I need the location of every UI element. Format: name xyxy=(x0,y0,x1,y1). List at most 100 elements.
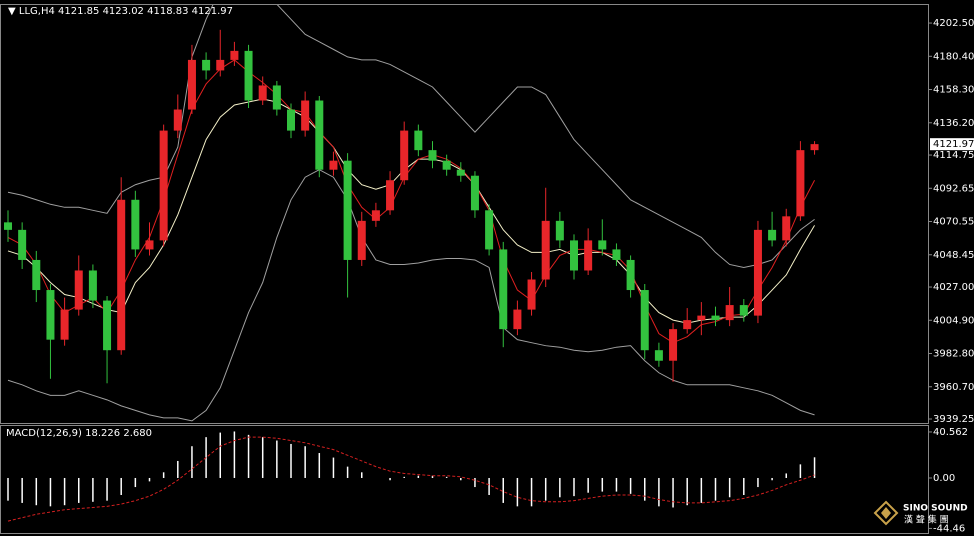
candle-body xyxy=(598,240,607,250)
candle-body xyxy=(428,150,437,161)
candle-body xyxy=(669,329,678,361)
chart-header: ▼ LLG,H4 4121.85 4123.02 4118.83 4121.97 xyxy=(8,6,233,17)
candle-body xyxy=(371,210,380,221)
candle-body xyxy=(697,315,706,321)
candle-body xyxy=(329,160,338,170)
candle-body xyxy=(541,220,550,280)
y-tick-label: 4180.40 xyxy=(933,51,974,62)
candle-body xyxy=(555,220,564,241)
candle-body xyxy=(244,50,253,101)
candle-body xyxy=(343,160,352,260)
y-tick-label: 4092.65 xyxy=(933,183,974,194)
candle-body xyxy=(315,100,324,170)
candle-body xyxy=(442,160,451,170)
candle-body xyxy=(202,59,211,71)
y-tick-label: 3960.70 xyxy=(933,382,974,393)
macd-panel xyxy=(0,425,929,534)
candle-body xyxy=(301,100,310,131)
candle-body xyxy=(258,85,267,101)
candle-body xyxy=(386,180,395,211)
candle-body xyxy=(103,300,112,351)
candle-body xyxy=(456,169,465,176)
candle-body xyxy=(499,249,508,330)
candle-body xyxy=(513,309,522,330)
candle-body xyxy=(145,240,154,250)
candle-body xyxy=(711,315,720,321)
header-value: 2.680 xyxy=(123,428,152,439)
candle-body xyxy=(159,130,168,241)
candle-body xyxy=(173,109,182,131)
candle-body xyxy=(470,175,479,211)
indicator-line xyxy=(7,59,815,344)
candle-body xyxy=(725,305,734,321)
candle-body xyxy=(117,199,126,351)
candle-body xyxy=(570,240,578,271)
header-value: 4123.02 xyxy=(103,6,144,17)
y-tick-label: 4114.75 xyxy=(933,150,974,161)
logo-icon xyxy=(873,500,899,526)
y-tick-label: 3939.25 xyxy=(933,414,974,425)
logo-icon xyxy=(881,507,891,519)
symbol: LLG,H4 xyxy=(19,6,55,17)
price-plot xyxy=(4,5,819,422)
indicator-line xyxy=(7,98,815,324)
candle-body xyxy=(768,229,777,241)
y-tick-label: 40.562 xyxy=(933,427,968,438)
candle-body xyxy=(640,290,649,351)
candle-body xyxy=(810,144,819,151)
candle-body xyxy=(216,59,225,71)
candle-body xyxy=(527,279,536,310)
candle-body xyxy=(753,229,762,316)
candle-body xyxy=(272,85,281,110)
candle-body xyxy=(88,270,97,301)
candle-body xyxy=(654,350,663,361)
candle-body xyxy=(187,59,196,110)
signal-line xyxy=(7,436,815,522)
y-tick-label: 4136.20 xyxy=(933,118,974,129)
price-axis: 4202.50 4180.40 4158.30 4136.20 4114.75 4092.… xyxy=(928,18,974,534)
y-tick-label: 4048.45 xyxy=(933,250,974,261)
candle-body xyxy=(60,309,69,340)
y-tick-label: 4070.55 xyxy=(933,217,974,228)
candle-body xyxy=(32,259,41,291)
y-tick-label: 4004.90 xyxy=(933,315,974,326)
indicator-line xyxy=(7,169,815,422)
indicator-line xyxy=(7,5,815,268)
price-marker-label: 4121.97 xyxy=(933,139,974,150)
candle-body xyxy=(400,130,409,181)
header-value: 4121.85 xyxy=(58,6,99,17)
candle-body xyxy=(4,222,12,230)
logo-name: SINO SOUND xyxy=(903,504,968,514)
y-tick-label: 4202.50 xyxy=(933,18,974,29)
header-value: 18.226 xyxy=(85,428,120,439)
candle-body xyxy=(74,270,83,310)
macd-header: MACD(12,26,9) 18.226 2.680 xyxy=(6,428,152,439)
logo-subtitle: 漢 聲 集 團 xyxy=(904,514,949,526)
y-tick-label: 4027.00 xyxy=(933,282,974,293)
candle-body xyxy=(612,249,621,260)
y-tick-label: 4158.30 xyxy=(933,85,974,96)
header-value: 4118.83 xyxy=(147,6,188,17)
main-panel xyxy=(0,4,929,424)
candle-body xyxy=(739,305,748,316)
candle-body xyxy=(626,259,635,291)
candle-body xyxy=(782,216,791,241)
y-tick-label: 0.00 xyxy=(933,473,955,484)
header-value: 4121.97 xyxy=(192,6,233,17)
candle-body xyxy=(46,290,55,340)
candle-body xyxy=(18,229,27,260)
candle-body xyxy=(287,109,295,131)
candle-body xyxy=(683,320,692,330)
y-tick-label: -44.46 xyxy=(933,523,965,534)
candle-body xyxy=(357,220,366,260)
candle-body xyxy=(131,199,140,250)
candle-body xyxy=(414,130,423,151)
candle-body xyxy=(796,150,805,217)
price-marker xyxy=(930,138,974,151)
y-tick-label: 3982.80 xyxy=(933,349,974,360)
candle-body xyxy=(230,50,239,60)
candle-body xyxy=(584,240,593,271)
logo: SINO SOUND 漢 聲 集 團 xyxy=(873,500,968,526)
candle-body xyxy=(485,210,494,250)
